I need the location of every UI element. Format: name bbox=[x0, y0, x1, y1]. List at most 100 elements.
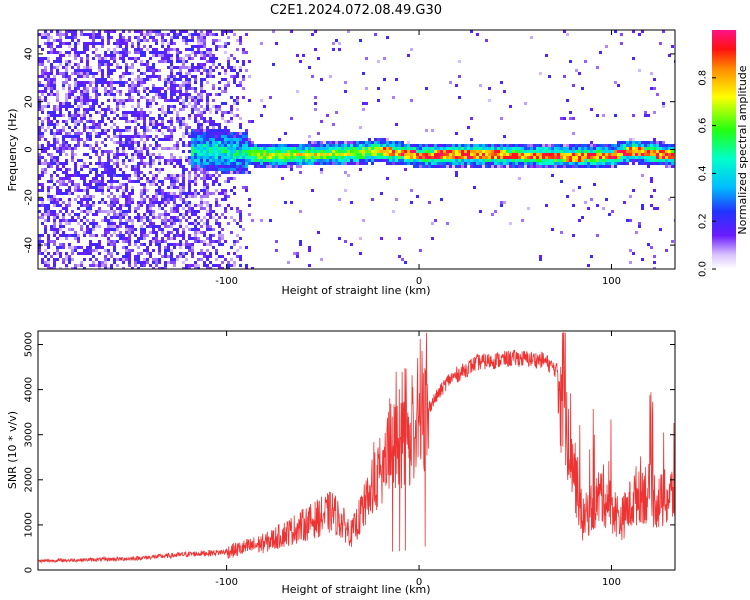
heatmap-cell bbox=[167, 66, 170, 69]
heatmap-cell bbox=[92, 129, 95, 132]
heatmap-cell bbox=[170, 129, 173, 132]
heatmap-cell bbox=[389, 162, 392, 165]
heatmap-cell bbox=[104, 111, 107, 114]
heatmap-cell bbox=[197, 51, 200, 54]
heatmap-cell bbox=[89, 249, 92, 252]
heatmap-cell bbox=[125, 48, 128, 51]
heatmap-cell bbox=[137, 135, 140, 138]
heatmap-cell bbox=[623, 201, 626, 204]
heatmap-cell bbox=[383, 156, 386, 159]
heatmap-cell bbox=[404, 150, 407, 153]
heatmap-cell bbox=[179, 84, 182, 87]
heatmap-cell bbox=[152, 138, 155, 141]
heatmap-cell bbox=[617, 150, 620, 153]
heatmap-cell bbox=[110, 57, 113, 60]
heatmap-cell bbox=[650, 156, 653, 159]
heatmap-cell bbox=[662, 105, 665, 108]
heatmap-cell bbox=[617, 159, 620, 162]
heatmap-cell bbox=[74, 219, 77, 222]
heatmap-cell bbox=[233, 114, 236, 117]
heatmap-cell bbox=[194, 147, 197, 150]
heatmap-cell bbox=[239, 69, 242, 72]
heatmap-cell bbox=[236, 153, 239, 156]
heatmap-cell bbox=[53, 84, 56, 87]
heatmap-cell bbox=[218, 132, 221, 135]
heatmap-cell bbox=[338, 198, 341, 201]
heatmap-cell bbox=[602, 147, 605, 150]
heatmap-cell bbox=[98, 261, 101, 264]
heatmap-cell bbox=[206, 177, 209, 180]
heatmap-cell bbox=[581, 144, 584, 147]
heatmap-cell bbox=[53, 141, 56, 144]
heatmap-cell bbox=[104, 54, 107, 57]
heatmap-cell bbox=[302, 159, 305, 162]
heatmap-cell bbox=[92, 234, 95, 237]
heatmap-cell bbox=[197, 237, 200, 240]
heatmap-cell bbox=[350, 144, 353, 147]
heatmap-cell bbox=[158, 156, 161, 159]
heatmap-cell bbox=[119, 138, 122, 141]
heatmap-cell bbox=[137, 36, 140, 39]
heatmap-cell bbox=[644, 150, 647, 153]
heatmap-cell bbox=[593, 162, 596, 165]
heatmap-cell bbox=[626, 156, 629, 159]
heatmap-cell bbox=[173, 144, 176, 147]
heatmap-cell bbox=[641, 30, 644, 33]
heatmap-cell bbox=[89, 138, 92, 141]
heatmap-cell bbox=[233, 99, 236, 102]
heatmap-cell bbox=[179, 75, 182, 78]
heatmap-cell bbox=[278, 156, 281, 159]
heatmap-cell bbox=[128, 204, 131, 207]
heatmap-cell bbox=[137, 84, 140, 87]
heatmap-cell bbox=[362, 150, 365, 153]
heatmap-cell bbox=[254, 147, 257, 150]
heatmap-cell bbox=[653, 78, 656, 81]
heatmap-cell bbox=[83, 69, 86, 72]
heatmap-cell bbox=[374, 156, 377, 159]
heatmap-cell bbox=[140, 201, 143, 204]
heatmap-cell bbox=[656, 162, 659, 165]
heatmap-cell bbox=[80, 138, 83, 141]
heatmap-cell bbox=[95, 99, 98, 102]
heatmap-cell bbox=[179, 186, 182, 189]
heatmap-cell bbox=[170, 162, 173, 165]
heatmap-cell bbox=[170, 30, 173, 33]
heatmap-cell bbox=[161, 267, 164, 269]
heatmap-cell bbox=[179, 30, 182, 33]
heatmap-cell bbox=[209, 255, 212, 258]
heatmap-cell bbox=[218, 144, 221, 147]
heatmap-cell bbox=[107, 33, 110, 36]
heatmap-cell bbox=[77, 246, 80, 249]
heatmap-cell bbox=[377, 147, 380, 150]
heatmap-cell bbox=[182, 123, 185, 126]
heatmap-cell bbox=[605, 162, 608, 165]
heatmap-cell bbox=[539, 153, 542, 156]
heatmap-cell bbox=[473, 156, 476, 159]
heatmap-cell bbox=[347, 141, 350, 144]
heatmap-cell bbox=[230, 258, 233, 261]
heatmap-cell bbox=[425, 144, 428, 147]
heatmap-cell bbox=[65, 30, 68, 33]
heatmap-cell bbox=[140, 138, 143, 141]
heatmap-cell bbox=[206, 102, 209, 105]
heatmap-cell bbox=[119, 51, 122, 54]
heatmap-cell bbox=[68, 105, 71, 108]
heatmap-cell bbox=[158, 201, 161, 204]
heatmap-cell bbox=[89, 81, 92, 84]
heatmap-cell bbox=[308, 156, 311, 159]
heatmap-cell bbox=[395, 150, 398, 153]
heatmap-cell bbox=[428, 159, 431, 162]
heatmap-cell bbox=[218, 72, 221, 75]
heatmap-cell bbox=[182, 75, 185, 78]
heatmap-cell bbox=[221, 135, 224, 138]
heatmap-cell bbox=[125, 189, 128, 192]
heatmap-cell bbox=[44, 117, 47, 120]
heatmap-cell bbox=[212, 264, 215, 267]
heatmap-cell bbox=[200, 204, 203, 207]
heatmap-cell bbox=[227, 120, 230, 123]
heatmap-cell bbox=[380, 159, 383, 162]
heatmap-cell bbox=[179, 87, 182, 90]
heatmap-cell bbox=[191, 75, 194, 78]
heatmap-cell bbox=[53, 159, 56, 162]
heatmap-cell bbox=[227, 36, 230, 39]
